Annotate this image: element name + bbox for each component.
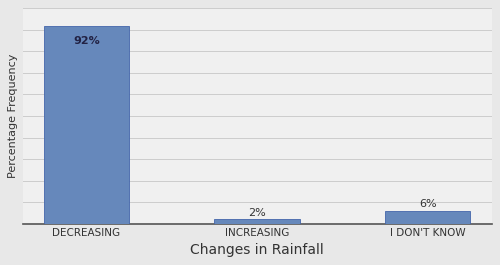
Bar [385,211,470,224]
Bar [44,25,129,224]
Y-axis label: Percentage Frequency: Percentage Frequency [8,54,18,178]
Text: 6%: 6% [419,199,436,209]
Text: 92%: 92% [73,36,100,46]
Bar [214,219,300,224]
Text: 2%: 2% [248,207,266,218]
X-axis label: Changes in Rainfall: Changes in Rainfall [190,243,324,257]
